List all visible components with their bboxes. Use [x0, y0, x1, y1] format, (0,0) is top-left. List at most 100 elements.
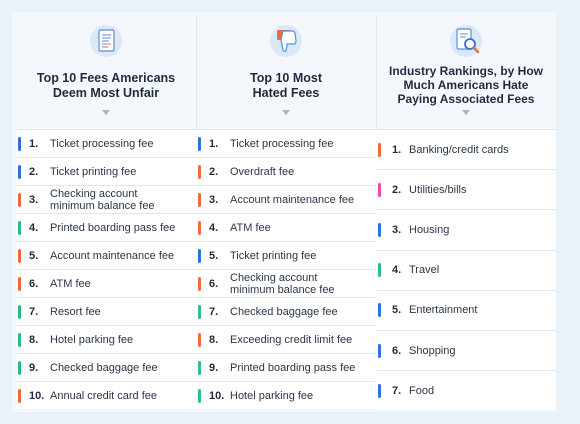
- rank-number: 2.: [29, 165, 39, 178]
- fee-label: Housing: [409, 223, 450, 236]
- list-item: 6. Shopping: [376, 329, 556, 371]
- list-item: 3. Checking account minimum balance fee: [16, 185, 196, 213]
- rank-number: 4.: [29, 221, 39, 234]
- rank-number: 5.: [29, 249, 39, 262]
- rank-number: 6.: [209, 277, 219, 290]
- fee-label: Printed boarding pass fee: [230, 361, 356, 374]
- list-item: 4. Travel: [376, 249, 556, 290]
- list-item: 2. Utilities/bills: [376, 169, 556, 210]
- rank-number: 2.: [209, 165, 219, 178]
- category-color-bar: [198, 192, 201, 207]
- list-item: 4. Printed boarding pass fee: [16, 213, 196, 241]
- list-item: 5. Account maintenance fee: [16, 241, 196, 269]
- rank-number: 4.: [392, 264, 402, 277]
- column-hated-fees: Top 10 Most Hated Fees 1. Ticket processi…: [196, 16, 376, 409]
- rank-number: 4.: [209, 221, 219, 234]
- category-color-bar: [18, 248, 21, 263]
- category-color-bar: [18, 332, 21, 347]
- list-item: 7. Resort fee: [16, 297, 196, 325]
- list-item: 7. Food: [376, 370, 556, 411]
- list-item: 2. Ticket printing fee: [16, 157, 196, 185]
- fee-label: Banking/credit cards: [409, 143, 509, 156]
- column-unfair-fees: Top 10 Fees Americans Deem Most Unfair 1…: [16, 16, 196, 409]
- category-color-bar: [198, 276, 201, 291]
- category-color-bar: [198, 164, 201, 179]
- list-item: 5. Ticket printing fee: [196, 241, 376, 269]
- rank-number: 8.: [29, 333, 39, 346]
- category-color-bar: [378, 383, 381, 398]
- category-color-bar: [378, 343, 381, 358]
- fee-label: Checked baggage fee: [50, 361, 158, 374]
- category-color-bar: [378, 182, 381, 197]
- category-color-bar: [198, 136, 201, 151]
- fee-label: Account maintenance fee: [50, 249, 175, 262]
- column-title: Top 10 Most Hated Fees: [250, 71, 322, 100]
- rank-number: 9.: [209, 361, 219, 374]
- chevron-down-icon: [102, 110, 110, 115]
- category-color-bar: [378, 303, 381, 318]
- category-color-bar: [198, 304, 201, 319]
- fee-label: Travel: [409, 264, 440, 277]
- rank-number: 7.: [209, 305, 219, 318]
- fee-label: ATM fee: [50, 277, 91, 290]
- list-item: 8. Hotel parking fee: [16, 325, 196, 353]
- category-color-bar: [18, 304, 21, 319]
- rank-number: 5.: [392, 304, 402, 317]
- list-item: 5. Entertainment: [376, 289, 556, 330]
- category-color-bar: [18, 220, 21, 235]
- fee-label: ATM fee: [230, 221, 271, 234]
- fee-label: Food: [409, 384, 435, 397]
- list-item: 6. Checking account minimum balance fee: [196, 269, 376, 297]
- column-header: Top 10 Most Hated Fees: [196, 16, 376, 129]
- list-item: 1. Ticket processing fee: [196, 129, 376, 157]
- category-color-bar: [18, 360, 21, 375]
- fee-label: Entertainment: [409, 304, 478, 317]
- fee-label: Checked baggage fee: [230, 305, 338, 318]
- magnifier-document-icon: [450, 25, 482, 57]
- fee-label: Printed boarding pass fee: [50, 221, 176, 234]
- list-item: 8. Exceeding credit limit fee: [196, 325, 376, 353]
- rank-number: 8.: [209, 333, 219, 346]
- rank-number: 1.: [209, 137, 219, 150]
- category-color-bar: [18, 164, 21, 179]
- list-item: 10. Hotel parking fee: [196, 381, 376, 409]
- fee-label: Ticket processing fee: [50, 137, 154, 150]
- list-item: 2. Overdraft fee: [196, 157, 376, 185]
- fee-label: Hotel parking fee: [230, 389, 314, 402]
- fee-label: Checking account minimum balance fee: [50, 187, 155, 212]
- fee-label: Ticket printing fee: [50, 165, 137, 178]
- fee-label: Utilities/bills: [409, 183, 467, 196]
- thumbs-down-icon: [270, 25, 302, 57]
- rank-number: 2.: [392, 183, 402, 196]
- list-item: 3. Account maintenance fee: [196, 185, 376, 213]
- fee-label: Overdraft fee: [230, 165, 295, 178]
- rank-number: 1.: [392, 143, 402, 156]
- rank-number: 10.: [29, 389, 45, 402]
- category-color-bar: [18, 192, 21, 207]
- ranking-list: 1. Ticket processing fee 2. Overdraft fee 3.…: [196, 129, 376, 409]
- category-color-bar: [378, 222, 381, 237]
- list-item: 9. Printed boarding pass fee: [196, 353, 376, 381]
- rank-number: 3.: [29, 193, 39, 206]
- category-color-bar: [198, 332, 201, 347]
- list-item: 3. Housing: [376, 209, 556, 250]
- fee-label: Ticket printing fee: [230, 249, 317, 262]
- category-color-bar: [18, 276, 21, 291]
- category-color-bar: [198, 360, 201, 375]
- fee-label: Shopping: [409, 344, 456, 357]
- category-color-bar: [378, 142, 381, 157]
- column-header: Industry Rankings, by How Much Americans…: [376, 16, 556, 129]
- rank-number: 6.: [29, 277, 39, 290]
- category-color-bar: [198, 248, 201, 263]
- list-item: 9. Checked baggage fee: [16, 353, 196, 381]
- ranking-list: 1. Ticket processing fee 2. Ticket printing…: [16, 129, 196, 409]
- rank-number: 3.: [209, 193, 219, 206]
- rank-number: 1.: [29, 137, 39, 150]
- list-item: 7. Checked baggage fee: [196, 297, 376, 325]
- document-icon: [90, 25, 122, 57]
- fee-label: Account maintenance fee: [230, 193, 355, 206]
- chevron-down-icon: [282, 110, 290, 115]
- fee-label: Hotel parking fee: [50, 333, 134, 346]
- fee-label: Ticket processing fee: [230, 137, 334, 150]
- category-color-bar: [198, 388, 201, 403]
